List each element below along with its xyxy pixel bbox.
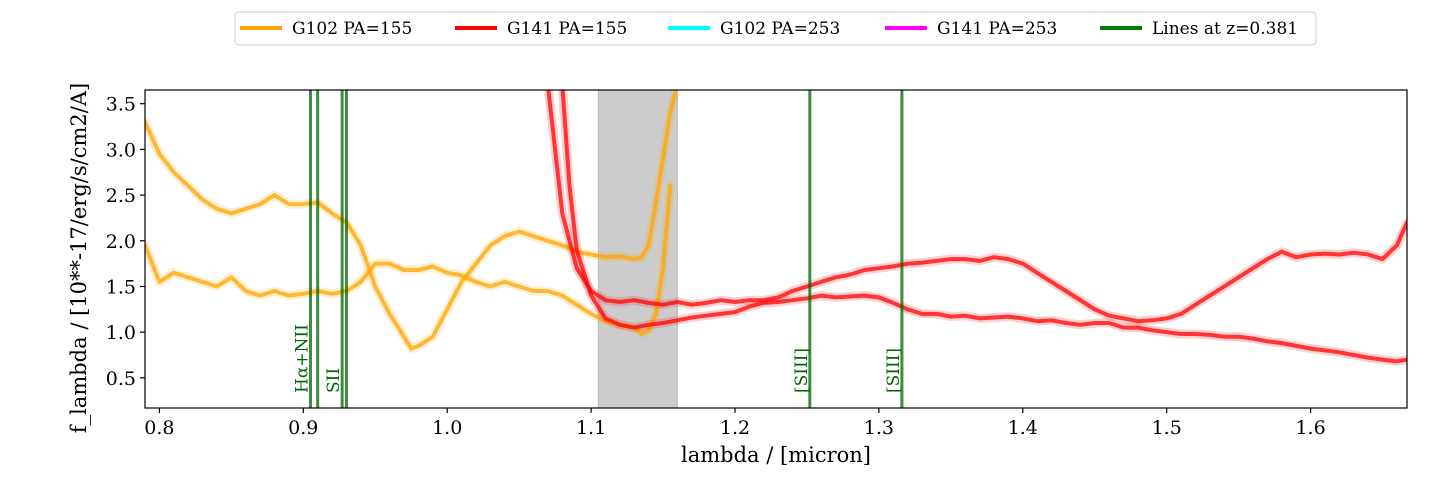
x-tick-label: 1.4	[1008, 417, 1038, 439]
x-tick-label: 1.3	[864, 417, 894, 439]
legend-frame	[234, 11, 1317, 46]
x-tick-label: 1.5	[1152, 417, 1182, 439]
spectral-line-label-4: [SIII]	[792, 348, 812, 393]
y-tick-label: 3.5	[106, 94, 136, 116]
y-tick-label: 2.5	[106, 185, 136, 207]
y-tick-label: 1.5	[106, 276, 136, 298]
spectral-line-label-2: SII	[324, 368, 344, 393]
y-tick-label: 3.0	[106, 139, 136, 161]
x-tick-label: 0.9	[288, 417, 318, 439]
legend: G102 PA=155 G141 PA=155 G102 PA=253 G141 PA…	[234, 11, 1317, 46]
legend-label: G102 PA=253	[720, 19, 840, 39]
legend-label: G102 PA=155	[292, 19, 412, 39]
legend-label: Lines at z=0.381	[1152, 19, 1298, 39]
y-axis-label: f_lambda / [10**-17/erg/s/cm2/A]	[67, 83, 91, 433]
x-tick-label: 1.6	[1295, 417, 1325, 439]
x-axis-ticks: 0.8 0.9 1.0 1.1 1.2 1.3 1.4 1.5 1.6	[144, 408, 1326, 439]
x-tick-label: 1.0	[432, 417, 462, 439]
legend-label: G141 PA=253	[937, 19, 1057, 39]
series-line-2	[546, 90, 1407, 324]
plot-area	[145, 90, 1407, 408]
series-line-0	[145, 90, 679, 351]
series-layer	[145, 90, 1407, 366]
spectral-line-label-5: [SIII]	[884, 348, 904, 393]
y-tick-label: 2.0	[106, 231, 136, 253]
x-axis-label: lambda / [micron]	[681, 443, 871, 467]
x-tick-label: 0.8	[144, 417, 174, 439]
x-tick-label: 1.1	[576, 417, 606, 439]
legend-label: G141 PA=155	[507, 19, 627, 39]
y-axis-ticks: 0.5 1.0 1.5 2.0 2.5 3.0 3.5	[106, 94, 145, 390]
y-tick-label: 0.5	[106, 368, 136, 390]
spectral-lines-layer	[308, 90, 904, 408]
y-tick-label: 1.0	[106, 322, 136, 344]
plot-frame	[144, 89, 1408, 409]
spectral-line-label-0: Hα+NII	[293, 324, 313, 393]
series-line-3	[560, 90, 1407, 364]
spectral-line-labels: Hα+NII SII [SIII] [SIII]	[293, 324, 904, 393]
x-tick-label: 1.2	[720, 417, 750, 439]
